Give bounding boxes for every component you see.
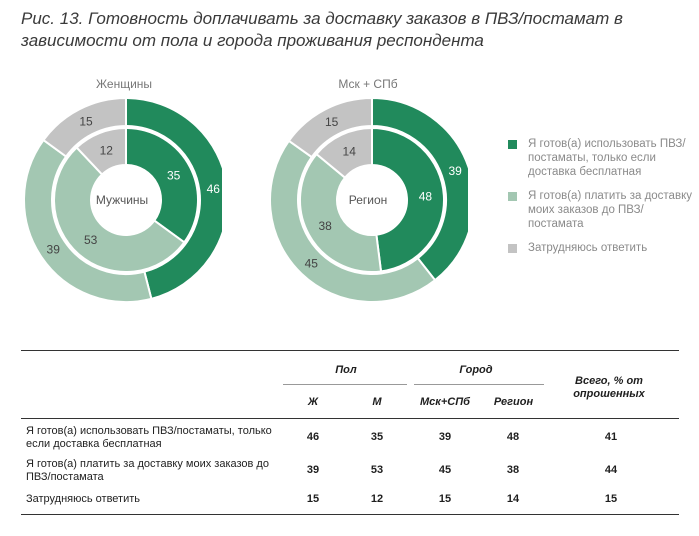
outer-ring-value-label: 46 (207, 182, 221, 196)
row-3-label: Затрудняюсь ответить (26, 493, 141, 505)
legend-swatch (508, 140, 517, 149)
donut-1-outer-name: Женщины (95, 77, 153, 91)
inner-ring-value-label: 53 (84, 233, 98, 247)
row-3-region: 14 (506, 493, 520, 505)
legend-item-ready-free: Я готов(а) использовать ПВЗ/постаматы, т… (508, 137, 693, 179)
outer-ring-value-label: 45 (305, 257, 319, 271)
row-1-msk: 39 (438, 431, 452, 443)
legend-label: Я готов(а) использовать ПВЗ/постаматы, т… (528, 138, 686, 178)
inner-ring-slice-1 (371, 126, 445, 273)
inner-ring-value-label: 48 (419, 190, 433, 204)
inner-ring-slice-3 (315, 126, 373, 180)
figure-title: Рис. 13. Готовность доплачивать за доста… (21, 9, 623, 50)
row-2-label: Я готов(а) платить за доставку моих зака… (26, 458, 269, 483)
row-3-total: 15 (604, 493, 618, 505)
outer-ring-value-label: 39 (448, 164, 462, 178)
donut-chart-city: Регион 39 45 15 48 38 14 (269, 96, 468, 303)
legend-swatch (508, 244, 517, 253)
outer-ring-value-label: 39 (47, 242, 61, 256)
outer-ring-slice-1 (125, 96, 222, 301)
row-2-m: 53 (370, 464, 384, 476)
col-header-region: Регион (493, 396, 534, 408)
row-3-msk: 15 (438, 493, 452, 505)
inner-ring-slice-2 (53, 146, 186, 273)
outer-ring-slice-3 (287, 96, 373, 159)
donut-chart-gender: Мужчины 46 39 15 35 53 12 (23, 96, 222, 303)
header-gender: Пол (335, 364, 357, 376)
row-2-msk: 45 (438, 464, 452, 476)
inner-ring-value-label: 35 (167, 169, 181, 183)
row-3-m: 12 (370, 493, 384, 505)
row-3-f: 15 (306, 493, 320, 505)
col-header-msk-spb: Мск+СПб (420, 396, 470, 408)
col-header-f: Ж (307, 396, 319, 408)
chart-legend: Я готов(а) использовать ПВЗ/постаматы, т… (508, 137, 693, 265)
outer-ring-value-label: 15 (325, 115, 339, 129)
inner-ring-value-label: 14 (343, 145, 357, 159)
row-1-label: Я готов(а) использовать ПВЗ/постаматы, т… (26, 425, 272, 450)
row-1-total: 41 (604, 431, 618, 443)
legend-swatch (508, 192, 517, 201)
row-2-f: 39 (306, 464, 320, 476)
row-1-m: 35 (370, 431, 384, 443)
outer-ring-slice-3 (42, 96, 127, 158)
outer-ring-slice-2 (269, 139, 437, 303)
outer-ring-value-label: 15 (79, 115, 93, 129)
legend-item-pay: Я готов(а) платить за доставку моих зака… (508, 189, 693, 231)
header-city: Город (459, 364, 493, 376)
header-bottom-rule (21, 418, 679, 419)
inner-ring-value-label: 38 (318, 219, 332, 233)
row-1-f: 46 (306, 431, 320, 443)
inner-ring-slice-3 (75, 126, 127, 176)
header-total: Всего, % от опрошенных (573, 375, 645, 400)
donut-2-center-label: Регион (349, 193, 388, 207)
row-2-region: 38 (506, 464, 520, 476)
gender-underline (283, 384, 407, 385)
inner-ring-slice-1 (125, 126, 199, 244)
legend-label: Затрудняюсь ответить (528, 242, 648, 254)
legend-item-unsure: Затрудняюсь ответить (508, 241, 693, 255)
donut-1-center-label: Мужчины (96, 193, 148, 207)
donut-2-outer-name: Мск + СПб (338, 77, 398, 91)
row-1-region: 48 (506, 431, 520, 443)
inner-ring-slice-2 (299, 152, 383, 273)
data-table: Пол Город Всего, % от опрошенных Ж М Мск… (21, 350, 679, 518)
city-underline (414, 384, 544, 385)
inner-ring-value-label: 12 (100, 143, 114, 157)
row-2-total: 44 (604, 464, 618, 476)
legend-label: Я готов(а) платить за доставку моих зака… (528, 190, 692, 230)
table-top-rule (21, 350, 679, 351)
table-bottom-rule (21, 514, 679, 515)
col-header-m: М (372, 396, 382, 408)
